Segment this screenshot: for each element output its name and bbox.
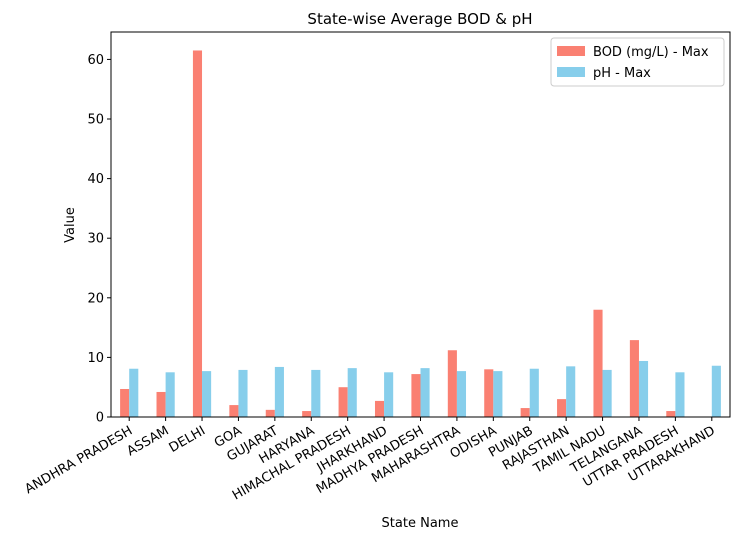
bar-ph-8 — [420, 368, 430, 417]
bar-ph-16 — [711, 365, 721, 417]
y-tick-label: 0 — [96, 411, 104, 426]
bar-ph-15 — [675, 372, 685, 417]
bar-ph-12 — [566, 366, 576, 417]
y-axis-title: Value — [63, 207, 78, 243]
y-tick-label: 50 — [87, 113, 104, 128]
bar-bod-0 — [120, 388, 130, 417]
y-tick-label: 20 — [87, 291, 104, 306]
bar-bod-4 — [265, 409, 275, 417]
bar-bod-6 — [338, 387, 348, 417]
y-tick-label: 60 — [87, 53, 104, 68]
legend-swatch-bod — [557, 46, 585, 56]
x-tick-label: ANDHRA PRADESH — [23, 423, 136, 497]
y-tick-label: 40 — [87, 172, 104, 187]
x-axis-title: State Name — [382, 516, 459, 531]
bar-bod-10 — [484, 369, 494, 417]
bar-ph-10 — [493, 371, 503, 417]
bar-bod-5 — [302, 411, 312, 417]
bar-ph-2 — [202, 371, 212, 417]
bar-bod-2 — [192, 50, 203, 418]
bar-bod-13 — [593, 309, 603, 417]
bar-ph-11 — [529, 368, 539, 417]
bar-bod-3 — [229, 405, 239, 417]
bar-ph-3 — [238, 369, 248, 417]
legend: BOD (mg/L) - Max pH - Max — [550, 37, 725, 87]
bar-ph-6 — [347, 368, 357, 417]
legend-label-bod: BOD (mg/L) - Max — [593, 45, 709, 60]
bar-bod-14 — [629, 340, 639, 417]
bar-ph-13 — [602, 369, 612, 417]
bar-ph-1 — [165, 372, 175, 417]
bar-bod-15 — [666, 411, 676, 417]
y-tick-label: 30 — [87, 232, 104, 247]
bars-layer — [120, 50, 721, 418]
bar-ph-0 — [129, 368, 139, 417]
legend-label-ph: pH - Max — [593, 66, 651, 81]
legend-swatch-ph — [557, 67, 585, 77]
bar-ph-7 — [384, 372, 394, 417]
x-tick-label: ASSAM — [124, 423, 171, 459]
bar-bod-12 — [557, 399, 567, 417]
bar-bod-7 — [374, 400, 385, 417]
bar-bod-11 — [520, 408, 530, 417]
bar-bod-9 — [447, 350, 457, 417]
bar-bod-1 — [156, 391, 166, 417]
bar-ph-14 — [638, 360, 649, 417]
legend-box — [550, 37, 725, 87]
y-tick-label: 10 — [87, 351, 104, 366]
bar-bod-8 — [411, 374, 421, 417]
bar-ph-5 — [311, 369, 321, 417]
chart-title: State-wise Average BOD & pH — [307, 10, 532, 28]
bar-ph-4 — [274, 366, 284, 417]
bar-ph-9 — [456, 371, 467, 417]
x-tick-label: DELHI — [167, 423, 208, 456]
